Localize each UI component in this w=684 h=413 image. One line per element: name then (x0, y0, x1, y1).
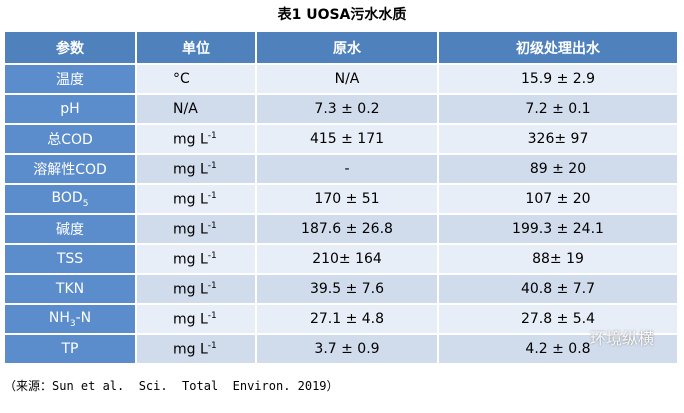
table-cell: 7.3 ± 0.2 (255, 93, 439, 125)
caption: （来源：Sun et al. Sci. Total Environ. 2019） (4, 379, 339, 393)
superscript: -1 (207, 340, 217, 351)
cell-text: mg L (173, 221, 208, 238)
watermark: 环境纵横 (590, 329, 655, 348)
table-cell: mg L-1 (135, 243, 257, 275)
cell-text: mg L (173, 281, 208, 298)
table-cell: pH (3, 93, 137, 125)
table-cell: 7.2 ± 0.1 (437, 93, 679, 125)
table-row: 溶解性COD mg L-1-89 ± 20 (3, 153, 679, 185)
table-cell: mg L-1 (135, 183, 257, 215)
table-cell: 温度 (3, 63, 137, 95)
cell-text: -N (75, 309, 92, 326)
table-cell: 27.1 ± 4.8 (255, 303, 439, 335)
subscript: 5 (82, 198, 89, 209)
table-row: 总COD mg L-1 415 ± 171 326± 97 (3, 123, 679, 155)
superscript: -1 (207, 220, 217, 231)
table-cell: TP (3, 333, 137, 365)
table-cell: 210± 164 (255, 243, 439, 275)
table-cell: 107 ± 20 (437, 183, 679, 215)
table-cell: 187.6 ± 26.8 (255, 213, 439, 245)
table-row: TSS mg L-1 210± 164 88± 19 (3, 243, 679, 275)
superscript: -1 (207, 160, 217, 171)
table-cell: N/A (255, 63, 439, 95)
table-cell: 170 ± 51 (255, 183, 439, 215)
header-row: 参数 单位 原水 初级处理出水 (3, 30, 679, 65)
cell-text: NH (48, 309, 70, 326)
table: 参数 单位 原水 初级处理出水 温度 °C N/A 15.9 ± 2.9 pH N/A 7.3 ±… (3, 30, 679, 365)
table-cell: 总COD (3, 123, 137, 155)
table-cell: 3.7 ± 0.9 (255, 333, 439, 365)
cell-text: mg L (173, 161, 208, 178)
table-cell: 88± 19 (437, 243, 679, 275)
table-cell: mg L-1 (135, 213, 257, 245)
table-row: BOD5 mg L-1 170 ± 51 107 ± 20 (3, 183, 679, 215)
table-row: TKN mg L-1 39.5 ± 7.6 40.8 ± 7.7 (3, 273, 679, 305)
table-cell: 39.5 ± 7.6 (255, 273, 439, 305)
table-cell: 碱度 (3, 213, 137, 245)
cell-text: mg L (173, 191, 208, 208)
header-cell: 初级处理出水 (437, 30, 679, 65)
table-cell: 27.8 ± 5.4 (437, 303, 679, 335)
table-row: NH3-N mg L-1 27.1 ± 4.8 27.8 ± 5.4 (3, 303, 679, 335)
table-cell: BOD5 (3, 183, 137, 215)
superscript: -1 (207, 310, 217, 321)
superscript: -1 (207, 280, 217, 291)
table-cell: °C (135, 63, 257, 95)
header-cell: 原水 (255, 30, 439, 65)
table-cell: 199.3 ± 24.1 (437, 213, 679, 245)
table-cell: 15.9 ± 2.9 (437, 63, 679, 95)
cell-text: BOD (51, 189, 83, 206)
cell-text: mg L (173, 311, 208, 328)
table-cell: mg L-1 (135, 273, 257, 305)
table-row: pH N/A 7.3 ± 0.2 7.2 ± 0.1 (3, 93, 679, 125)
table-cell: TKN (3, 273, 137, 305)
table-cell: NH3-N (3, 303, 137, 335)
table-cell: TSS (3, 243, 137, 275)
table-cell: mg L-1 (135, 123, 257, 155)
table-cell: 4.2 ± 0.8 (437, 333, 679, 365)
cell-text: mg L (173, 251, 208, 268)
table-cell: 326± 97 (437, 123, 679, 155)
table-cell: 89 ± 20 (437, 153, 679, 185)
table-cell: 40.8 ± 7.7 (437, 273, 679, 305)
header-cell: 参数 (3, 30, 137, 65)
table-cell: mg L-1 (135, 303, 257, 335)
table-row: 碱度 mg L-1 187.6 ± 26.8 199.3 ± 24.1 (3, 213, 679, 245)
table-row: TP mg L-1 3.7 ± 0.9 4.2 ± 0.8 (3, 333, 679, 365)
table-cell: - (255, 153, 439, 185)
table-cell: mg L-1 (135, 153, 257, 185)
header-cell: 单位 (135, 30, 257, 65)
superscript: -1 (207, 250, 217, 261)
cell-text: mg L (173, 131, 208, 148)
table-title: 表1 UOSA污水水质 (277, 7, 407, 23)
subscript: 3 (69, 318, 76, 329)
superscript: -1 (207, 130, 217, 141)
table-cell: N/A (135, 93, 257, 125)
superscript: -1 (207, 190, 217, 201)
table-cell: 溶解性COD (3, 153, 137, 185)
cell-text: mg L (173, 341, 208, 358)
table-cell: mg L-1 (135, 333, 257, 365)
table-row: 温度 °C N/A 15.9 ± 2.9 (3, 63, 679, 95)
table-cell: 415 ± 171 (255, 123, 439, 155)
